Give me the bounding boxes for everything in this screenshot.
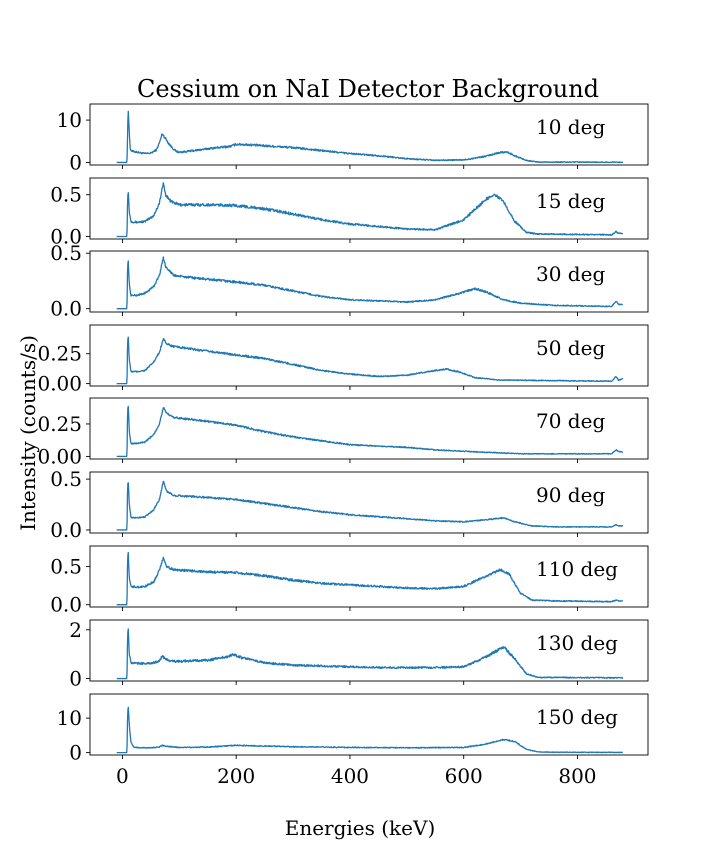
panel-label: 10 deg [536,115,605,139]
panel-frame [89,693,649,756]
y-tick-label: 0.25 [37,412,82,436]
panel-frame [89,103,649,166]
panel-frame [89,324,649,387]
series-line [116,336,624,385]
panel-label: 30 deg [536,262,605,286]
y-tick-label: 0 [69,741,82,765]
y-tick-label: 0.0 [50,518,82,542]
y-tick-label: 0.25 [37,342,82,366]
series-line [116,182,624,238]
series-line [116,706,624,754]
panel-5: 0.0 0.5 90 deg [50,467,649,542]
y-tick-label: 0.0 [50,593,82,617]
y-axis-label: Intensity (counts/s) [16,335,40,531]
panel-7: 0 2 130 deg [69,618,649,691]
panel-0: 0 10 10 deg [57,103,649,174]
y-tick-label: 0.5 [50,183,82,207]
y-tick-label: 10 [57,706,82,730]
x-tick-label: 200 [217,764,255,788]
x-axis-label: Energies (keV) [285,816,436,840]
panel-label: 150 deg [536,705,618,729]
panel-frame [89,545,649,608]
panel-frame [89,250,649,313]
y-tick-label: 2 [69,618,82,642]
panel-frame [89,397,649,460]
x-axis: 0 200 400 600 800 [116,764,597,788]
y-tick-label: 0 [69,667,82,691]
panel-label: 15 deg [536,189,605,213]
series-line [116,551,624,606]
panel-label: 70 deg [536,409,605,433]
y-tick-label: 0.5 [50,555,82,579]
y-tick-label: 0.0 [50,297,82,321]
panel-6: 0.0 0.5 110 deg [50,545,649,617]
y-tick-label: 0.0 [50,224,82,248]
x-tick-label: 400 [331,764,369,788]
series-line [116,256,624,310]
x-tick-label: 800 [558,764,596,788]
panel-label: 90 deg [536,483,605,507]
x-tick-label: 600 [445,764,483,788]
panel-label: 110 deg [536,557,618,581]
panel-frame [89,177,649,240]
panel-4: 0.00 0.25 70 deg [37,397,649,468]
panel-label: 130 deg [536,631,618,655]
series-line [116,480,624,531]
x-tick-label: 0 [116,764,129,788]
panel-2: 0.0 0.5 30 deg [50,241,649,321]
y-tick-label: 0.5 [50,467,82,491]
series-line [116,405,624,458]
series-line [116,628,624,680]
y-tick-label: 0.5 [50,241,82,265]
chart-title: Cessium on NaI Detector Background [137,75,599,103]
panel-1: 0.0 0.5 15 deg [50,177,649,248]
series-line [116,110,624,164]
y-tick-label: 0.00 [37,372,82,396]
y-tick-label: 0.00 [37,444,82,468]
panel-8: 0 10 150 deg [57,693,649,765]
y-tick-label: 10 [57,108,82,132]
panel-3: 0.00 0.25 50 deg [37,324,649,396]
panel-frame [89,619,649,682]
panel-label: 50 deg [536,336,605,360]
y-tick-label: 0 [69,150,82,174]
panel-frame [89,471,649,534]
